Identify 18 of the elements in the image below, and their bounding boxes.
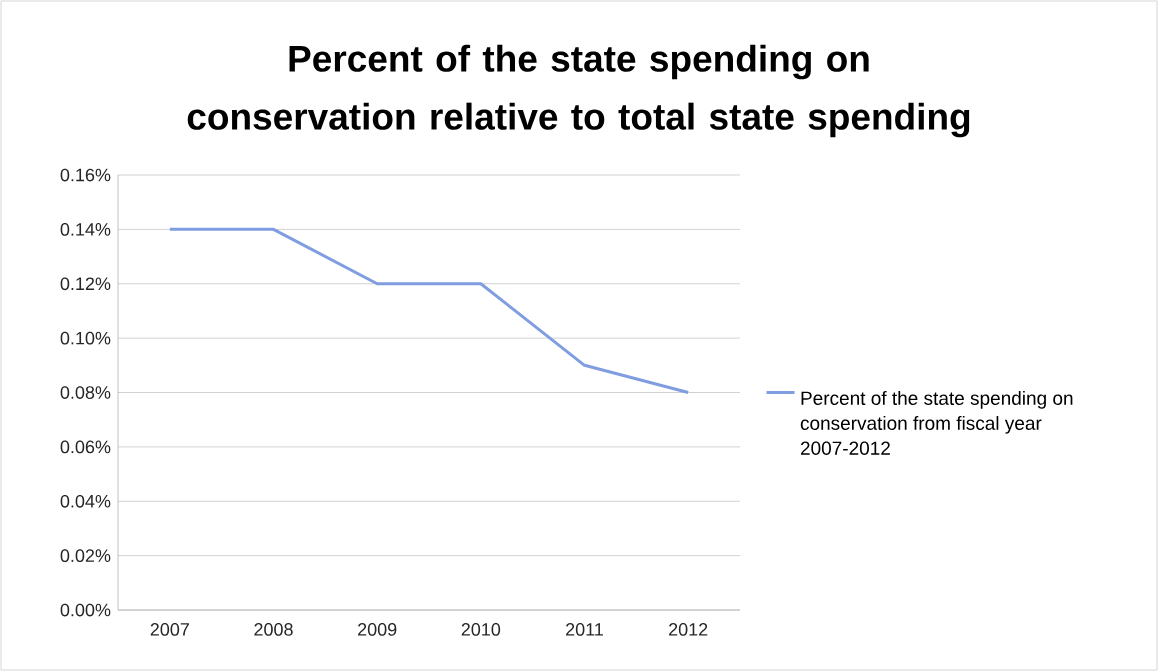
x-tick-label: 2007 [150,623,189,636]
y-tick-label: 0.04% [60,494,111,508]
legend-label: Percent of the state spending on conservation from fiscal year 2007-2012 [800,390,1073,455]
y-tick-label: 0.12% [60,277,111,291]
x-tick-label: 2010 [461,623,501,636]
y-tick-label: 0.14% [60,223,111,236]
x-tick-label: 2009 [358,623,397,636]
x-tick-label: 2012 [669,623,708,636]
chart-title: Percent of the state spending on conservation relative to total state spending [187,44,970,138]
y-tick-label: 0.00% [60,603,111,617]
x-tick-label: 2011 [566,623,603,636]
y-tick-label: 0.02% [60,549,111,563]
y-tick-label: 0.10% [60,331,111,345]
y-tick-label: 0.16% [60,168,111,182]
line-series [168,227,690,394]
x-tick-label: 2008 [254,623,293,636]
y-tick-label: 0.08% [60,386,111,399]
y-tick-label: 0.06% [60,440,111,454]
